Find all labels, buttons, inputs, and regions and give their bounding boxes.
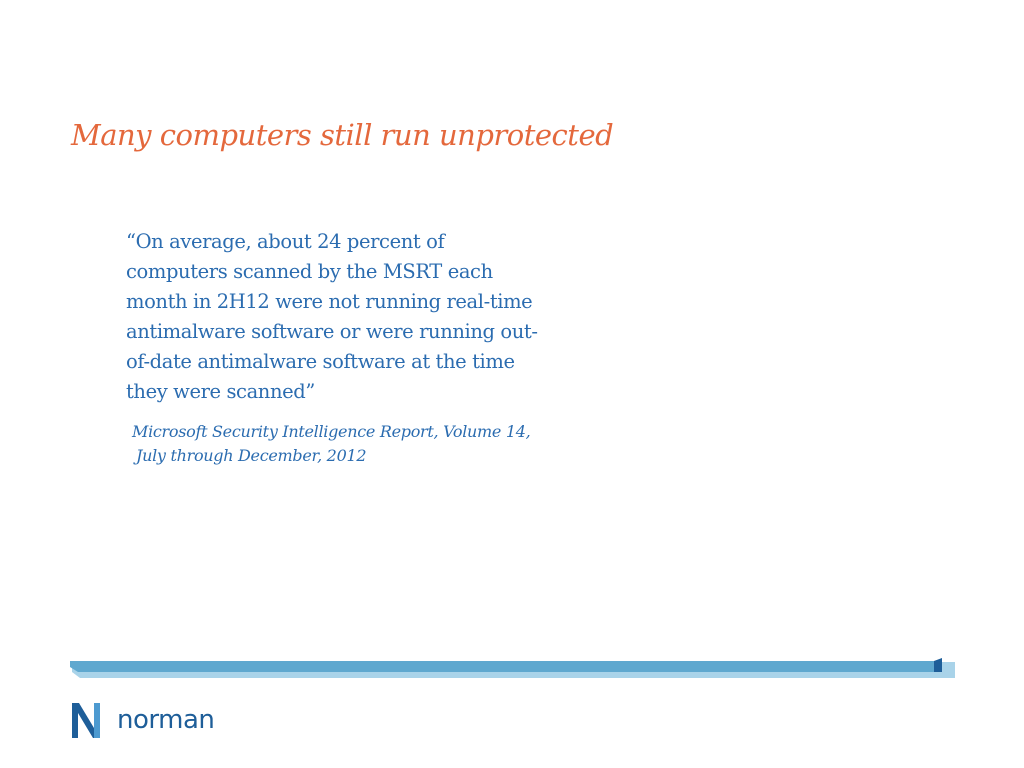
quote-line: they were scanned” xyxy=(126,380,315,403)
footer-bar-endcap xyxy=(934,658,942,672)
quote-line: month in 2H12 were not running real-time xyxy=(126,290,533,313)
quote-line: computers scanned by the MSRT each xyxy=(126,260,493,283)
quote-line: of-date antimalware software at the time xyxy=(126,350,515,373)
quote-line: antimalware software or were running out… xyxy=(126,320,538,343)
source-line: Microsoft Security Intelligence Report, … xyxy=(132,422,531,441)
source-line: July through December, 2012 xyxy=(136,446,367,465)
footer-divider-bar xyxy=(70,658,955,678)
quote-line: “On average, about 24 percent of xyxy=(126,230,445,253)
quote-source: Microsoft Security Intelligence Report, … xyxy=(132,420,531,468)
norman-n-icon xyxy=(72,703,100,738)
slide-title: Many computers still run unprotected xyxy=(71,118,614,152)
quote-block: “On average, about 24 percent of compute… xyxy=(126,227,626,407)
logo-wordmark: norman xyxy=(117,705,215,735)
norman-logo: norman xyxy=(70,700,230,744)
footer-bar-main xyxy=(70,661,942,672)
